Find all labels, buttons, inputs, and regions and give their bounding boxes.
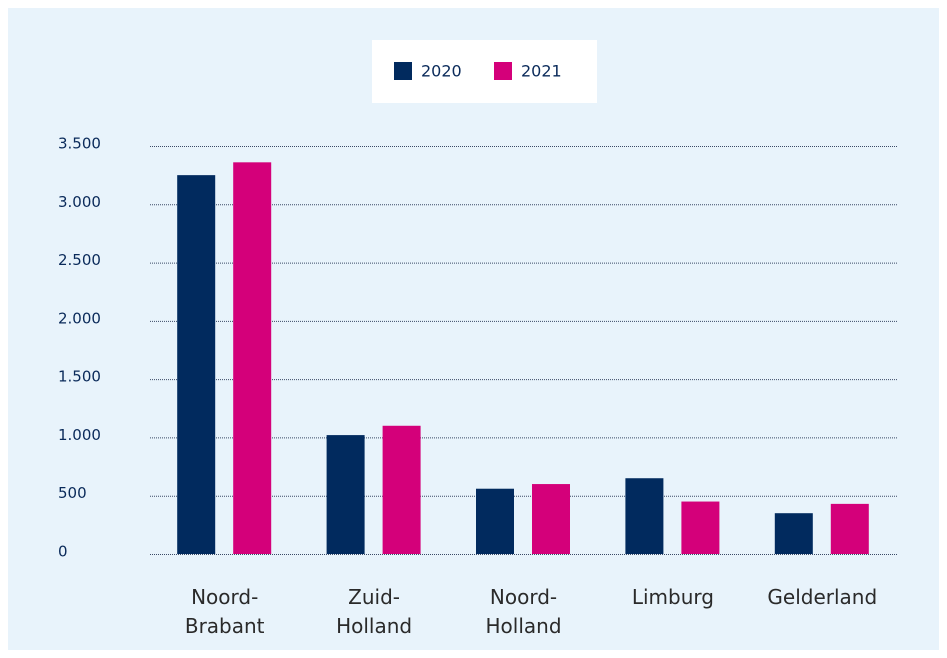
legend-swatch bbox=[494, 62, 512, 80]
y-tick-label: 2.500 bbox=[58, 251, 101, 269]
legend-label: 2021 bbox=[521, 62, 562, 81]
x-tick-label: Zuid-Holland bbox=[336, 585, 413, 638]
x-tick-label: Noord-Brabant bbox=[184, 585, 265, 638]
bar bbox=[233, 162, 272, 554]
y-tick-label: 0 bbox=[58, 543, 68, 561]
bar bbox=[774, 513, 813, 554]
y-tick-label: 1.500 bbox=[58, 368, 101, 386]
y-tick-label: 3.000 bbox=[58, 193, 101, 211]
bar bbox=[326, 435, 365, 554]
y-tick-label: 1.000 bbox=[58, 426, 101, 444]
x-tick-label: Gelderland bbox=[767, 585, 878, 609]
legend-swatch bbox=[394, 62, 412, 80]
y-tick-label: 3.500 bbox=[58, 135, 101, 153]
bar bbox=[681, 501, 720, 554]
x-tick-label: Limburg bbox=[631, 585, 714, 609]
bar bbox=[382, 425, 421, 554]
y-tick-label: 2.000 bbox=[58, 309, 101, 327]
bar bbox=[532, 484, 570, 554]
bar bbox=[625, 478, 664, 554]
legend-label: 2020 bbox=[421, 62, 462, 81]
x-tick-label: Noord-Holland bbox=[485, 585, 562, 638]
bar bbox=[177, 175, 216, 554]
bar bbox=[476, 488, 514, 554]
bar bbox=[830, 503, 869, 554]
y-tick-label: 500 bbox=[58, 484, 87, 502]
